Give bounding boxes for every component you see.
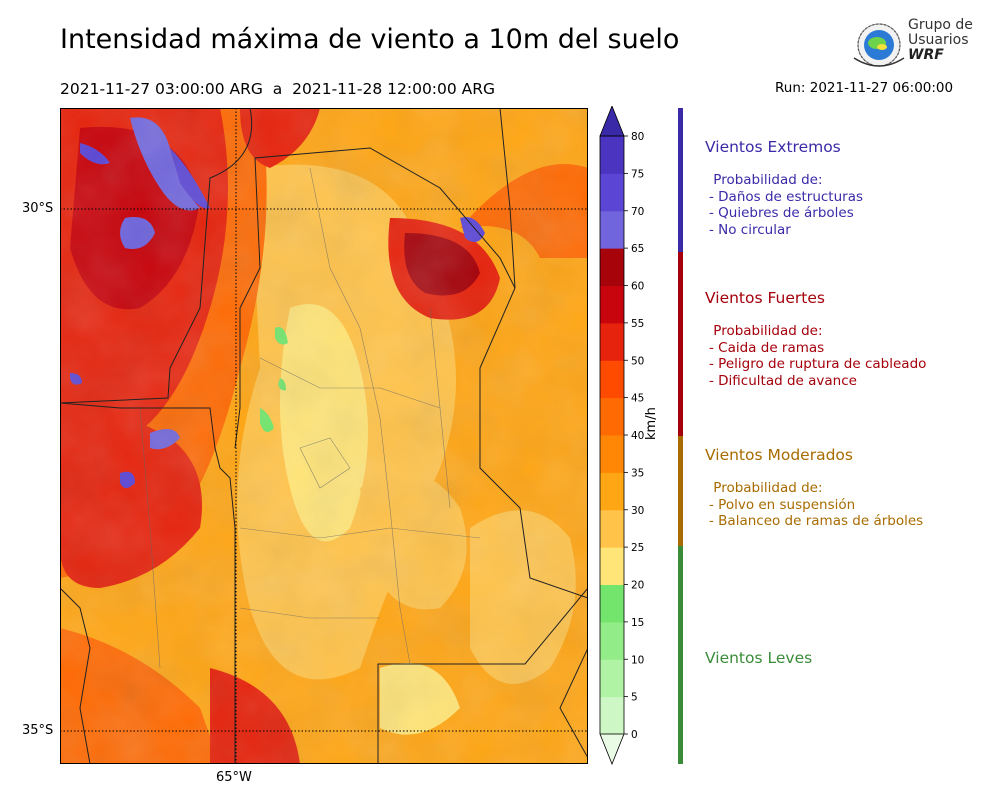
colorbar-tick-label: 60 [631,281,644,293]
colorbar-tick-label: 50 [631,355,644,367]
logo-line-3: WRF [908,47,944,63]
graticule [60,108,588,764]
colorbar-segment [600,322,624,361]
colorbar-tick-label: 10 [631,654,644,666]
colorbar-segment [600,621,624,660]
page-title: Intensidad máxima de viento a 10m del su… [60,24,680,55]
category-desc-extremos: Probabilidad de: - Daños de estructuras … [709,172,863,238]
desc-line: - Polvo en suspensión [709,496,856,513]
colorbar: 0 5 10 15 20 25 30 35 40 45 50 55 60 65 70 75 80 [599,106,644,766]
colorbar-segment [600,136,624,174]
colorbar-tick-label: 0 [631,729,638,741]
desc-line: - Balanceo de ramas de árboles [709,513,924,529]
colorbar-segment [600,285,624,324]
colorbar-segment [600,547,624,585]
colorbar-segment [600,435,624,473]
colorbar-segment [600,584,624,623]
colorbar-segment [600,248,624,286]
category-bar-leves [678,546,683,764]
colorbar-tick-label: 5 [631,692,638,704]
colorbar-tick-label: 35 [631,467,644,479]
category-title-fuertes: Vientos Fuertes [705,289,825,307]
desc-line: - Caida de ramas [709,339,825,356]
category-title-leves: Vientos Leves [705,649,813,667]
logo-line-2: Usuarios [908,32,969,48]
desc-line: - No circular [709,221,791,238]
colorbar-segment [600,659,624,698]
colorbar-tick-label: 15 [631,617,644,629]
colorbar-tick-label: 70 [631,206,644,218]
map-frame [60,108,588,764]
logo-line-1: Grupo de [908,17,973,33]
colorbar-segment [600,173,624,212]
desc-line: Probabilidad de: [709,323,823,339]
wind-map [60,108,588,764]
colorbar-tick-label: 20 [631,580,644,592]
province-boundaries [60,108,588,764]
colorbar-segment [600,397,624,436]
lat-label-35s: 35°S [22,723,54,738]
colorbar-segment [600,210,624,249]
department-boundaries [139,167,481,669]
colorbar-tick-label: 80 [631,131,644,143]
colorbar-tick-label: 65 [631,243,644,255]
colorbar-tick-label: 55 [631,318,644,330]
lat-label-30s: 30°S [22,201,54,216]
colorbar-under-extension [599,733,625,766]
forecast-period: 2021-11-27 03:00:00 ARG a 2021-11-28 12:… [60,80,496,98]
desc-line: - Daños de estructuras [709,188,864,205]
globe-icon [853,23,905,67]
category-bar-moderados [678,436,683,546]
lon-label-65w: 65°W [216,770,252,785]
colorbar-segment [600,696,624,735]
colorbar-segment [600,472,624,511]
colorbar-units: km/h [644,407,659,440]
desc-line: - Dificultad de avance [709,372,857,389]
colorbar-tick-label: 25 [631,542,644,554]
desc-line: Probabilidad de: [709,172,823,188]
desc-line: - Peligro de ruptura de cableado [709,356,927,372]
category-desc-fuertes: Probabilidad de: - Caida de ramas - Peli… [709,323,926,389]
category-title-moderados: Vientos Moderados [705,446,853,464]
desc-line: Probabilidad de: [709,480,823,496]
colorbar-segment [600,509,624,548]
category-title-extremos: Vientos Extremos [705,138,841,156]
wrf-logo [853,23,905,67]
run-timestamp: Run: 2021-11-27 06:00:00 [775,80,954,96]
colorbar-tick-label: 40 [631,430,644,442]
category-bar-fuertes [678,252,683,436]
colorbar-tick-label: 30 [631,505,644,517]
category-bar-extremos [678,108,683,252]
logo-text: Grupo de Usuarios WRF [908,18,973,63]
colorbar-segment [600,360,624,399]
colorbar-tick-label: 75 [631,168,644,180]
colorbar-tick-label: 45 [631,393,644,405]
category-desc-moderados: Probabilidad de: - Polvo en suspensión -… [709,480,923,530]
colorbar-over-extension [599,106,625,137]
desc-line: - Quiebres de árboles [709,205,854,221]
